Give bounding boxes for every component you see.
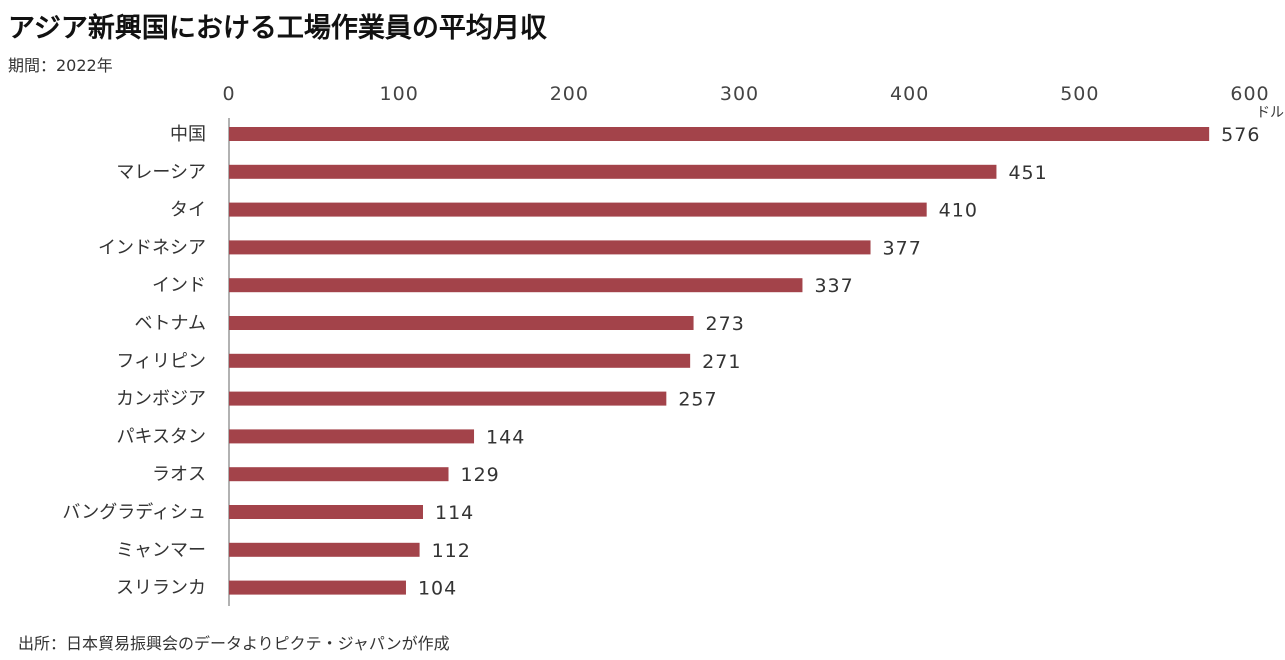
value-label: 576: [1221, 124, 1260, 146]
x-tick-label: 400: [890, 83, 929, 105]
value-label: 112: [432, 540, 471, 562]
x-tick-label: 600: [1230, 83, 1269, 105]
category-label: パキスタン: [117, 426, 206, 447]
category-labels: 中国マレーシアタイインドネシアインドベトナムフィリピンカンボジアパキスタンラオス…: [62, 124, 206, 599]
value-label: 377: [883, 237, 922, 259]
bar: [229, 580, 406, 595]
chart-period: 期間：2022年: [8, 56, 113, 75]
category-label: フィリピン: [116, 351, 206, 372]
category-label: 中国: [170, 124, 206, 145]
value-labels: 576 451 410 377 337 273 271 257 144 129 114 112 104: [418, 124, 1260, 600]
x-tick-label: 200: [550, 83, 589, 105]
category-label: インド: [152, 275, 206, 296]
value-label: 104: [418, 578, 457, 600]
bar: [229, 202, 927, 217]
category-label: カンボジア: [116, 389, 206, 410]
x-axis-ticks: 0 100 200 300 400 500 600: [222, 83, 1269, 105]
bar: [229, 353, 691, 368]
value-label: 257: [678, 389, 717, 411]
category-label: バングラディシュ: [62, 502, 206, 523]
bar: [229, 467, 449, 482]
category-label: タイ: [170, 200, 206, 221]
value-label: 273: [706, 313, 745, 335]
value-label: 410: [939, 200, 978, 222]
x-axis-unit: ドル: [1256, 105, 1284, 121]
category-label: ベトナム: [135, 313, 206, 334]
bar: [229, 316, 694, 330]
bar: [229, 164, 997, 179]
bar: [229, 542, 420, 557]
bar: [229, 391, 667, 406]
source-note: 出所：日本貿易振興会のデータよりピクテ・ジャパンが作成: [18, 634, 450, 653]
bar: [229, 429, 475, 444]
value-label: 337: [814, 275, 853, 297]
category-label: ミャンマー: [116, 540, 206, 561]
x-tick-label: 300: [720, 83, 759, 105]
bar: [229, 127, 1210, 141]
chart-title: アジア新興国における工場作業員の平均月収: [8, 13, 547, 44]
bar: [229, 278, 803, 293]
x-tick-label: 100: [380, 83, 419, 105]
value-label: 144: [486, 426, 525, 448]
bar: [229, 505, 423, 519]
category-label: ラオス: [152, 464, 206, 485]
value-label: 129: [461, 464, 500, 486]
category-label: インドネシア: [98, 237, 206, 258]
category-label: スリランカ: [116, 578, 206, 599]
value-label: 451: [1008, 162, 1047, 184]
bar: [229, 240, 871, 255]
value-label: 271: [702, 351, 741, 373]
bars: [229, 127, 1210, 595]
x-tick-label: 500: [1060, 83, 1099, 105]
x-tick-label: 0: [222, 83, 235, 105]
value-label: 114: [435, 502, 474, 524]
category-label: マレーシア: [116, 162, 206, 183]
